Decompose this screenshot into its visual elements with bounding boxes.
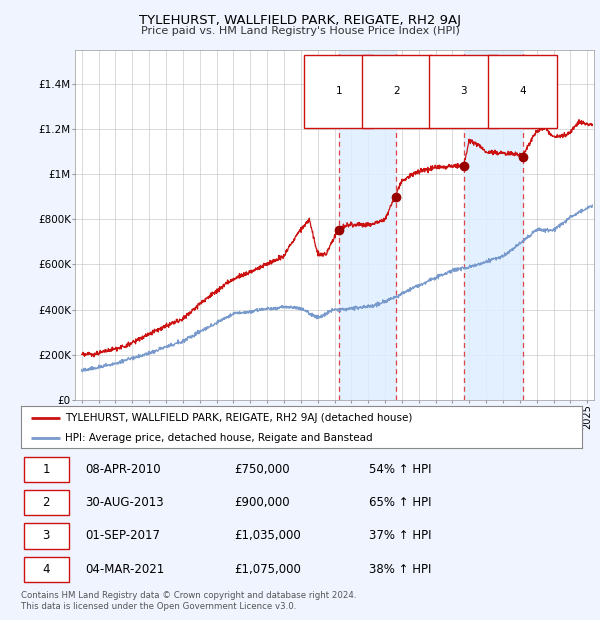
Text: TYLEHURST, WALLFIELD PARK, REIGATE, RH2 9AJ: TYLEHURST, WALLFIELD PARK, REIGATE, RH2 … [139,14,461,27]
Text: £900,000: £900,000 [234,496,290,509]
Text: TYLEHURST, WALLFIELD PARK, REIGATE, RH2 9AJ (detached house): TYLEHURST, WALLFIELD PARK, REIGATE, RH2 … [65,413,412,423]
Text: 4: 4 [520,86,526,97]
Text: Price paid vs. HM Land Registry's House Price Index (HPI): Price paid vs. HM Land Registry's House … [140,26,460,36]
FancyBboxPatch shape [24,523,68,549]
FancyBboxPatch shape [24,490,68,515]
Text: £1,075,000: £1,075,000 [234,563,301,576]
Text: 2: 2 [393,86,400,97]
Text: 38% ↑ HPI: 38% ↑ HPI [369,563,431,576]
Bar [464,50,523,400]
Text: 2: 2 [43,496,50,509]
Text: 08-APR-2010: 08-APR-2010 [86,463,161,476]
Text: 1: 1 [43,463,50,476]
Bar [339,50,396,400]
Text: 04-MAR-2021: 04-MAR-2021 [86,563,165,576]
Text: Contains HM Land Registry data © Crown copyright and database right 2024.
This d: Contains HM Land Registry data © Crown c… [21,591,356,611]
FancyBboxPatch shape [24,456,68,482]
Text: 65% ↑ HPI: 65% ↑ HPI [369,496,431,509]
Text: HPI: Average price, detached house, Reigate and Banstead: HPI: Average price, detached house, Reig… [65,433,373,443]
Text: 3: 3 [460,86,467,97]
Text: 3: 3 [43,529,50,542]
Text: 01-SEP-2017: 01-SEP-2017 [86,529,161,542]
Text: 54% ↑ HPI: 54% ↑ HPI [369,463,431,476]
Text: 4: 4 [43,563,50,576]
Text: £1,035,000: £1,035,000 [234,529,301,542]
Text: £750,000: £750,000 [234,463,290,476]
FancyBboxPatch shape [24,557,68,582]
Text: 1: 1 [335,86,342,97]
Text: 37% ↑ HPI: 37% ↑ HPI [369,529,431,542]
Text: 30-AUG-2013: 30-AUG-2013 [86,496,164,509]
